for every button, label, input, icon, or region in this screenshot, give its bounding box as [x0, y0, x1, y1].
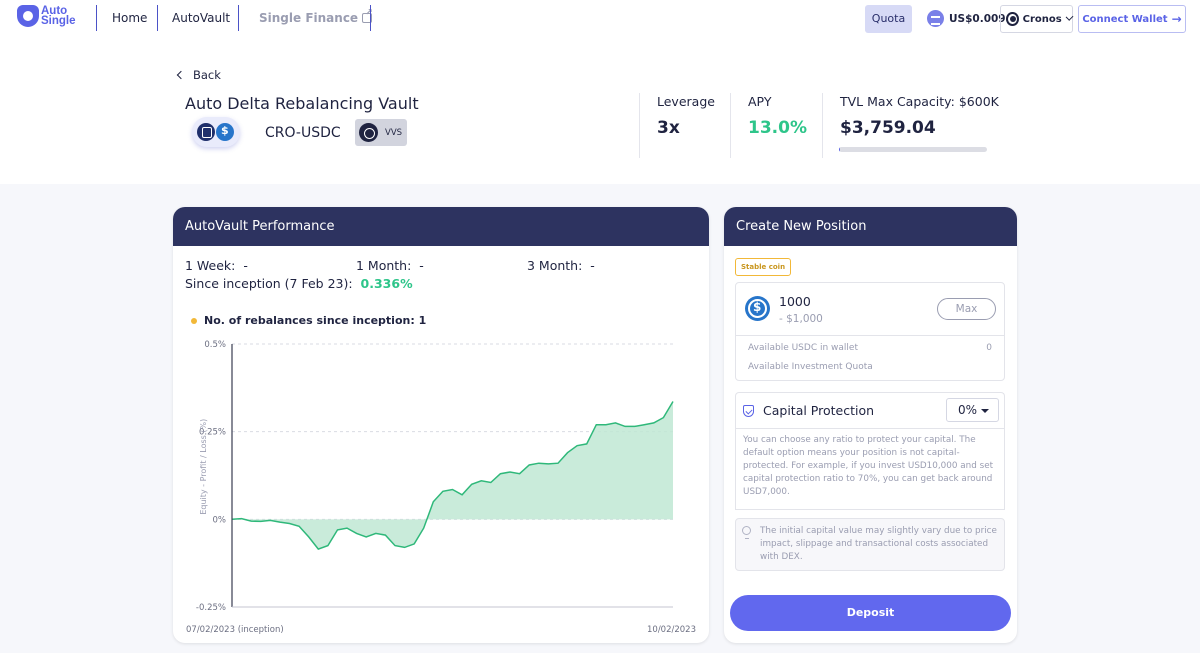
- quota-button[interactable]: Quota: [865, 5, 912, 33]
- token-price-value: US$0.009: [949, 12, 1006, 25]
- available-wallet-value: 0: [986, 343, 992, 353]
- y-tick-label: -0.25%: [196, 603, 226, 613]
- y-tick-label: 0.25%: [199, 428, 226, 438]
- price-impact-text: The initial capital value may slightly v…: [760, 526, 997, 562]
- top-nav: Auto Single Home AutoVault Single Financ…: [0, 0, 1200, 38]
- stat-divider: [822, 93, 823, 158]
- week-label: 1 Week:: [185, 258, 236, 273]
- nav-home[interactable]: Home: [112, 11, 148, 25]
- nav-single-finance[interactable]: Single Finance: [259, 8, 373, 25]
- nav-divider: [157, 5, 158, 31]
- amount-usd-value: - $1,000: [779, 313, 823, 325]
- amount-input[interactable]: 1000: [779, 294, 811, 309]
- three-month-value: -: [590, 258, 595, 273]
- vvs-icon: [359, 123, 378, 142]
- arrow-right-icon: →: [1171, 12, 1182, 26]
- profit-area: [232, 401, 673, 550]
- nav-divider: [238, 5, 239, 31]
- week-return: 1 Week: -: [185, 258, 248, 273]
- three-month-label: 3 Month:: [527, 258, 583, 273]
- max-button[interactable]: Max: [937, 298, 996, 320]
- tvl-value: $3,759.04: [840, 118, 936, 138]
- available-quota-label: Available Investment Quota: [748, 362, 873, 372]
- rebalance-text: No. of rebalances since inception: 1: [204, 314, 427, 327]
- x-tick-label: 07/02/2023 (inception): [186, 625, 284, 635]
- legend-dot-icon: [191, 317, 197, 324]
- dex-label: VVS: [385, 127, 403, 138]
- month-label: 1 Month:: [356, 258, 412, 273]
- chain-selector[interactable]: Cronos: [1000, 5, 1074, 33]
- inception-label: Since inception (7 Feb 23):: [185, 276, 353, 291]
- inception-return: Since inception (7 Feb 23): 0.336%: [185, 276, 413, 291]
- leverage-value: 3x: [657, 118, 680, 138]
- price-impact-note: The initial capital value may slightly v…: [735, 518, 1005, 571]
- tvl-label: TVL Max Capacity: $600K: [840, 94, 999, 109]
- nav-divider: [370, 5, 371, 31]
- apy-value: 13.0%: [748, 118, 807, 138]
- stable-coin-badge: Stable coin: [735, 258, 792, 276]
- capital-protection-row: Capital Protection 0%: [735, 392, 1005, 428]
- cronos-icon: [1006, 12, 1019, 26]
- single-token-icon: [927, 10, 944, 27]
- logo-line-2: Single: [41, 15, 76, 27]
- amount-input-box: 1000 - $1,000 Max Available USDC in wall…: [735, 282, 1005, 381]
- create-position-card: Create New Position Stable coin 1000 - $…: [724, 207, 1017, 643]
- lightbulb-icon: [742, 526, 751, 539]
- logo-line-1: Auto: [41, 5, 68, 17]
- chain-name: Cronos: [1022, 13, 1062, 25]
- stat-divider: [639, 93, 640, 158]
- three-month-return: 3 Month: -: [527, 258, 595, 273]
- performance-card: AutoVault Performance 1 Week: - 1 Month:…: [173, 207, 709, 643]
- back-label: Back: [193, 68, 221, 82]
- month-return: 1 Month: -: [356, 258, 424, 273]
- y-tick-label: 0.5%: [204, 340, 226, 350]
- connect-wallet-button[interactable]: Connect Wallet →: [1078, 5, 1186, 33]
- y-tick-label: 0%: [213, 515, 227, 525]
- capital-protection-description: You can choose any ratio to protect your…: [735, 428, 1005, 510]
- shield-check-icon: [743, 405, 754, 417]
- rebalance-count: No. of rebalances since inception: 1: [191, 314, 426, 327]
- chevron-down-icon: [1065, 13, 1074, 21]
- inception-value: 0.336%: [360, 276, 413, 291]
- dex-chip: VVS: [355, 119, 407, 146]
- stat-divider: [730, 93, 731, 158]
- token-price: US$0.009: [927, 10, 1006, 27]
- tvl-capacity-fill: [839, 147, 840, 152]
- vault-header: Back Auto Delta Rebalancing Vault CRO-US…: [0, 38, 1200, 184]
- month-value: -: [419, 258, 424, 273]
- available-wallet-label: Available USDC in wallet: [748, 343, 858, 353]
- performance-chart: 0.5% 0.25% 0% -0.25% Equity - Profit / Loss …: [186, 340, 696, 635]
- usdc-icon: [745, 296, 770, 321]
- tvl-capacity-bar: [839, 147, 987, 152]
- profit-series-line: [231, 401, 674, 550]
- pair-name: CRO-USDC: [265, 125, 341, 141]
- nav-single-finance-label: Single Finance: [259, 11, 359, 25]
- leverage-label: Leverage: [657, 94, 715, 109]
- x-tick-label: 10/02/2023: [647, 625, 696, 635]
- logo-shield-icon: [17, 5, 39, 27]
- cro-token-icon: [197, 123, 215, 141]
- performance-title: AutoVault Performance: [173, 207, 709, 246]
- connect-wallet-label: Connect Wallet: [1082, 13, 1168, 25]
- capital-protection-label: Capital Protection: [763, 403, 875, 418]
- usdc-token-icon: [216, 123, 234, 141]
- logo[interactable]: Auto Single: [17, 5, 76, 27]
- chevron-left-icon: [176, 70, 186, 80]
- week-value: -: [243, 258, 248, 273]
- create-position-title: Create New Position: [724, 207, 1017, 246]
- vault-title: Auto Delta Rebalancing Vault: [185, 94, 419, 113]
- nav-autovault[interactable]: AutoVault: [172, 11, 231, 25]
- apy-label: APY: [748, 94, 772, 109]
- back-link[interactable]: Back: [176, 68, 221, 82]
- nav-divider: [96, 5, 97, 31]
- y-axis-label: Equity - Profit / Loss (%): [199, 419, 208, 515]
- pair-icons: [192, 117, 240, 147]
- divider: [736, 335, 1004, 336]
- external-link-icon: [362, 8, 373, 23]
- deposit-button[interactable]: Deposit: [730, 595, 1011, 631]
- protection-ratio-select[interactable]: 0%: [946, 398, 999, 422]
